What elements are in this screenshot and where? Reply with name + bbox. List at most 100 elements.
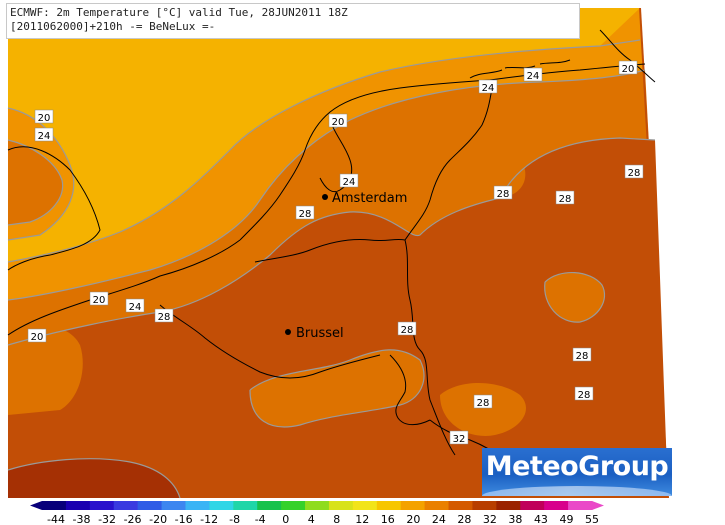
- legend-swatch: [400, 501, 426, 510]
- legend-tick-label: 32: [483, 513, 497, 525]
- contour-label: 24: [125, 298, 145, 313]
- legend-swatch: [496, 501, 521, 510]
- legend-tick-label: 12: [355, 513, 369, 525]
- city-brussel: Brussel: [285, 326, 344, 341]
- isotherm-20: [7, 39, 641, 263]
- contour-label: 24: [478, 79, 498, 94]
- map-edge: [639, 7, 669, 499]
- legend-swatch: [328, 501, 354, 510]
- border-nl-be: [254, 238, 406, 263]
- svg-text:28: 28: [628, 168, 641, 179]
- contour-label: 24: [339, 173, 359, 188]
- map-panel: Amsterdam Brussel 20 24 24 20 24 20 24 28 28 28 20…: [7, 7, 669, 499]
- legend-swatch: [305, 501, 330, 510]
- border-nl-de: [404, 87, 493, 241]
- legend-swatch: [65, 501, 91, 510]
- legend-tick-label: -38: [73, 513, 91, 525]
- legend-tick-label: -20: [149, 513, 167, 525]
- svg-text:28: 28: [299, 209, 312, 220]
- svg-text:28: 28: [497, 189, 510, 200]
- contour-label: 32: [449, 430, 469, 445]
- contour-label: 28: [397, 321, 417, 336]
- legend-tick-label: 28: [457, 513, 471, 525]
- contour-label: 28: [154, 308, 174, 323]
- isotherm-32: [7, 458, 181, 499]
- legend-swatch: [257, 501, 282, 510]
- legend-arrow-left: [30, 501, 42, 510]
- legend-tick-label: 55: [585, 513, 599, 525]
- legend-tick-label: -8: [229, 513, 240, 525]
- city-label-amsterdam: Amsterdam: [332, 191, 407, 206]
- legend-swatch: [281, 501, 306, 510]
- legend-tick-label: -44: [47, 513, 65, 525]
- legend-tick-label: 8: [333, 513, 340, 525]
- header-subtitle: [2011062000]+210h -= BeNeLux =-: [10, 20, 216, 33]
- city-dot: [322, 194, 328, 200]
- svg-text:20: 20: [93, 295, 106, 306]
- contour-label: 20: [328, 113, 348, 128]
- legend-tick-label: 49: [559, 513, 573, 525]
- contour-label: 20: [34, 109, 54, 124]
- border-lux: [389, 354, 431, 426]
- legend-swatch: [161, 501, 186, 510]
- contour-label: 28: [493, 185, 513, 200]
- svg-text:32: 32: [453, 434, 466, 445]
- contour-label: 28: [473, 394, 493, 409]
- contour-label: 20: [27, 328, 47, 343]
- svg-text:24: 24: [129, 302, 142, 313]
- legend-tick-label: 16: [381, 513, 395, 525]
- svg-text:20: 20: [38, 113, 51, 124]
- header-title: ECMWF: 2m Temperature [°C] valid Tue, 28…: [10, 6, 348, 19]
- contour-label: 28: [574, 386, 594, 401]
- brand-name: MeteoGroup: [485, 451, 669, 482]
- brand-logo: MeteoGroup: [482, 448, 672, 496]
- legend-swatch: [568, 501, 593, 510]
- legend-tick-label: -12: [200, 513, 218, 525]
- svg-text:28: 28: [401, 325, 414, 336]
- legend-swatch: [352, 501, 378, 510]
- isotherm-28-east: [544, 271, 606, 323]
- svg-text:20: 20: [332, 117, 345, 128]
- svg-text:28: 28: [559, 194, 572, 205]
- logo-swoosh: [482, 486, 672, 496]
- border-be-fr: [159, 304, 381, 379]
- legend-swatch: [233, 501, 258, 510]
- svg-text:20: 20: [622, 64, 635, 75]
- legend-tick-label: -4: [255, 513, 266, 525]
- legend-swatch: [376, 501, 402, 510]
- contour-label: 28: [555, 190, 575, 205]
- temp-pocket-24-28: [8, 146, 605, 436]
- coastline-france: [7, 239, 241, 336]
- legend-swatch: [472, 501, 497, 510]
- legend-tick-label: 4: [308, 513, 315, 525]
- contour-label: 28: [295, 205, 315, 220]
- svg-text:24: 24: [38, 131, 51, 142]
- isotherm-24: [7, 69, 646, 301]
- svg-text:28: 28: [158, 312, 171, 323]
- legend-swatch: [113, 501, 139, 510]
- legend-tick-label: 38: [508, 513, 522, 525]
- coastline-uk: [7, 146, 101, 271]
- svg-text:24: 24: [527, 71, 540, 82]
- legend-tick-label: 20: [406, 513, 420, 525]
- isotherm-28-south: [249, 349, 425, 428]
- city-label-brussel: Brussel: [296, 326, 344, 341]
- svg-text:28: 28: [576, 351, 589, 362]
- contour-label: 20: [89, 291, 109, 306]
- legend-swatch: [42, 501, 67, 510]
- legend-swatch: [185, 501, 210, 510]
- legend-tick-label: -16: [175, 513, 193, 525]
- legend-swatch: [544, 501, 569, 510]
- svg-text:24: 24: [343, 177, 356, 188]
- contour-label: 24: [523, 67, 543, 82]
- legend-tick-label: -26: [124, 513, 142, 525]
- legend-tick-label: 43: [534, 513, 548, 525]
- contour-label: 20: [618, 60, 638, 75]
- coastline-benelux: [239, 63, 646, 241]
- coast-north-de: [599, 29, 656, 83]
- svg-text:28: 28: [578, 390, 591, 401]
- contour-label: 24: [34, 127, 54, 142]
- temp-band-32-36: [8, 458, 180, 498]
- color-legend: -44 -38 -32 -26 -20 -16 -12 -8 -4 0 4 8 12 16 20 24 28 32…: [30, 501, 604, 525]
